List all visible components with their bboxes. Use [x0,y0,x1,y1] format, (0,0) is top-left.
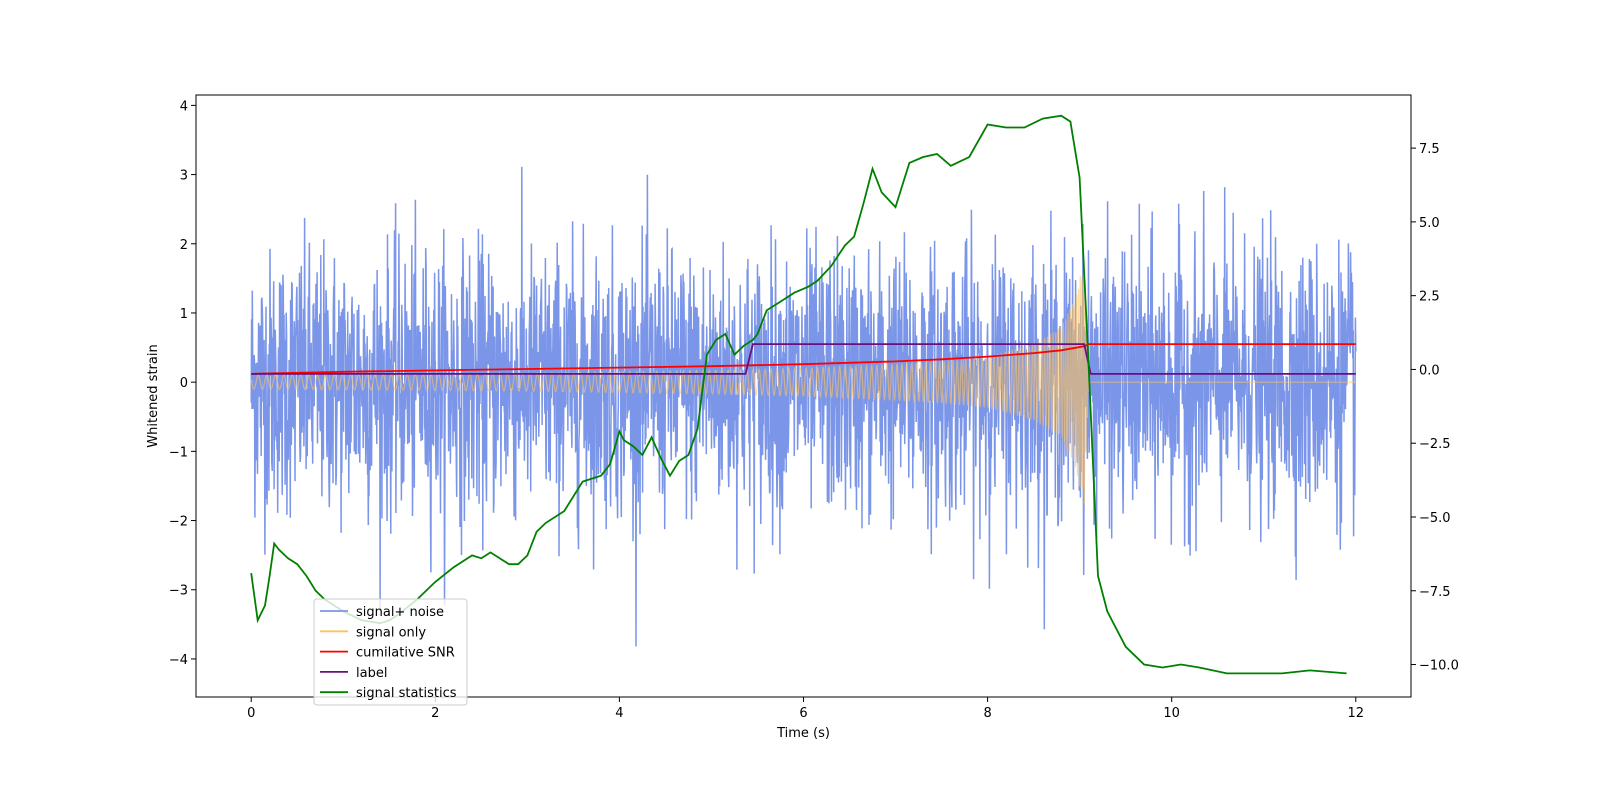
y-tick-label: 4 [180,99,188,114]
axes: 0 2 4 6 8 10 12−4−3−2−101234−10.0−7.5−5.0−2.50… [169,94,1459,721]
series-signal-noise [250,166,1357,647]
y2-tick-label: 5.0 [1419,216,1440,231]
x-tick-label: 4 [615,706,623,721]
y2-tick-label: −2.5 [1419,437,1451,452]
legend-label: cumilative SNR [356,646,455,661]
x-tick-label: 2 [431,706,439,721]
plot-area [250,114,1357,675]
legend-label: signal only [356,625,426,640]
y-tick-label: 1 [180,307,188,322]
x-tick-label: 0 [247,706,255,721]
series-signal-only [250,267,1356,505]
x-axis-label: Time (s) [776,726,830,741]
x-tick-label: 8 [983,706,991,721]
y-tick-label: −1 [169,445,188,460]
legend-label: signal statistics [356,686,457,701]
legend: signal+ noise signal only cumilative SNR la… [313,598,468,706]
x-tick-label: 6 [799,706,807,721]
y-axis-label: Whitened strain [146,344,161,447]
y-tick-label: −3 [169,584,188,599]
y-tick-label: −2 [169,515,188,530]
legend-label: label [356,666,387,681]
y2-tick-label: −5.0 [1419,511,1451,526]
y-tick-label: −4 [169,653,188,668]
series-cumulative-snr [251,343,1356,375]
x-tick-label: 12 [1347,706,1364,721]
y2-tick-label: 0.0 [1419,363,1440,378]
y-tick-label: 2 [180,238,188,253]
legend-label: signal+ noise [356,605,444,620]
y-tick-label: 0 [180,376,188,391]
y2-tick-label: −7.5 [1419,585,1451,600]
y2-tick-label: 2.5 [1419,290,1440,305]
x-tick-label: 10 [1163,706,1180,721]
series-label [251,343,1356,375]
legend-box [313,598,468,706]
y2-tick-label: 7.5 [1419,142,1440,157]
y2-tick-label: −10.0 [1419,659,1459,674]
y-tick-label: 3 [180,169,188,184]
